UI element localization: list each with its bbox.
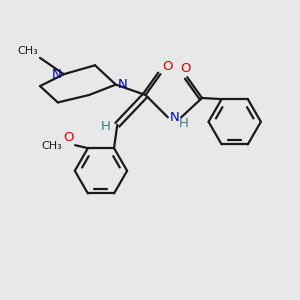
Text: H: H (179, 117, 189, 130)
Text: H: H (101, 120, 111, 133)
Text: O: O (63, 131, 74, 144)
Text: CH₃: CH₃ (17, 46, 38, 56)
Text: CH₃: CH₃ (42, 141, 63, 151)
Text: N: N (52, 68, 61, 81)
Text: O: O (162, 60, 172, 73)
Text: N: N (169, 111, 179, 124)
Text: O: O (180, 62, 191, 75)
Text: N: N (118, 78, 128, 91)
